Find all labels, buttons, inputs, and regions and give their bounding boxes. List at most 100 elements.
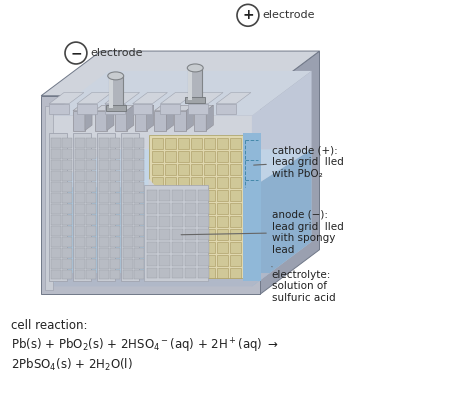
Polygon shape [133, 92, 167, 104]
Text: cell reaction:: cell reaction: [11, 319, 88, 332]
Polygon shape [62, 193, 72, 203]
Polygon shape [95, 105, 114, 111]
Text: −: − [70, 46, 82, 60]
Polygon shape [165, 164, 176, 175]
Polygon shape [99, 270, 109, 279]
Polygon shape [99, 226, 109, 236]
Polygon shape [109, 76, 113, 108]
Polygon shape [123, 270, 133, 279]
Polygon shape [134, 270, 144, 279]
Polygon shape [49, 133, 67, 281]
Polygon shape [110, 237, 120, 247]
Polygon shape [86, 139, 96, 148]
Polygon shape [49, 273, 270, 286]
Polygon shape [178, 255, 189, 265]
Polygon shape [165, 177, 176, 188]
Polygon shape [185, 255, 196, 265]
Polygon shape [174, 105, 193, 111]
Polygon shape [159, 255, 170, 265]
Polygon shape [77, 92, 112, 104]
Polygon shape [204, 267, 215, 279]
Polygon shape [86, 204, 96, 214]
Polygon shape [252, 149, 311, 286]
Polygon shape [243, 177, 254, 188]
Polygon shape [153, 164, 164, 175]
Polygon shape [230, 164, 241, 175]
Polygon shape [146, 242, 157, 253]
Polygon shape [178, 190, 189, 201]
Circle shape [237, 4, 259, 26]
Polygon shape [153, 267, 164, 279]
Polygon shape [75, 160, 85, 170]
Polygon shape [155, 111, 166, 130]
Polygon shape [75, 270, 85, 279]
Polygon shape [178, 242, 189, 253]
Polygon shape [51, 182, 61, 192]
Polygon shape [134, 215, 144, 225]
Polygon shape [198, 203, 209, 214]
Polygon shape [123, 160, 133, 170]
Polygon shape [188, 104, 208, 114]
Polygon shape [123, 193, 133, 203]
Polygon shape [99, 204, 109, 214]
Polygon shape [110, 215, 120, 225]
Polygon shape [134, 258, 144, 269]
Polygon shape [178, 139, 189, 149]
Polygon shape [85, 105, 92, 130]
Polygon shape [99, 182, 109, 192]
Polygon shape [148, 178, 208, 279]
Polygon shape [62, 171, 72, 181]
Polygon shape [49, 92, 84, 104]
Polygon shape [134, 237, 144, 247]
Polygon shape [230, 255, 241, 265]
Polygon shape [165, 203, 176, 214]
Polygon shape [134, 248, 144, 258]
Polygon shape [75, 193, 85, 203]
Polygon shape [51, 215, 61, 225]
Polygon shape [146, 216, 157, 227]
Polygon shape [73, 105, 92, 111]
Polygon shape [159, 267, 170, 279]
Polygon shape [146, 255, 157, 265]
Polygon shape [99, 139, 109, 148]
Polygon shape [123, 258, 133, 269]
Polygon shape [146, 267, 157, 279]
Polygon shape [51, 204, 61, 214]
Polygon shape [86, 248, 96, 258]
Polygon shape [49, 116, 252, 286]
Polygon shape [230, 151, 241, 162]
Polygon shape [135, 105, 154, 111]
Polygon shape [75, 226, 85, 236]
Polygon shape [230, 203, 241, 214]
Polygon shape [123, 139, 133, 148]
Polygon shape [73, 133, 91, 281]
Polygon shape [198, 190, 209, 201]
Polygon shape [217, 190, 228, 201]
Polygon shape [146, 229, 157, 240]
Polygon shape [243, 267, 254, 279]
Polygon shape [243, 203, 254, 214]
Polygon shape [134, 204, 144, 214]
Polygon shape [133, 104, 153, 114]
Polygon shape [194, 105, 213, 111]
Polygon shape [62, 258, 72, 269]
Polygon shape [134, 171, 144, 181]
Polygon shape [166, 105, 173, 130]
Polygon shape [99, 215, 109, 225]
Polygon shape [110, 149, 120, 160]
Polygon shape [230, 216, 241, 227]
Polygon shape [153, 177, 164, 188]
Polygon shape [178, 151, 189, 162]
Polygon shape [99, 258, 109, 269]
Polygon shape [62, 270, 72, 279]
Polygon shape [62, 182, 72, 192]
Polygon shape [153, 151, 164, 162]
Polygon shape [123, 171, 133, 181]
Polygon shape [204, 164, 215, 175]
Polygon shape [109, 76, 123, 108]
Polygon shape [107, 105, 114, 130]
Polygon shape [230, 267, 241, 279]
Polygon shape [45, 106, 53, 290]
Polygon shape [62, 226, 72, 236]
Polygon shape [173, 190, 183, 201]
